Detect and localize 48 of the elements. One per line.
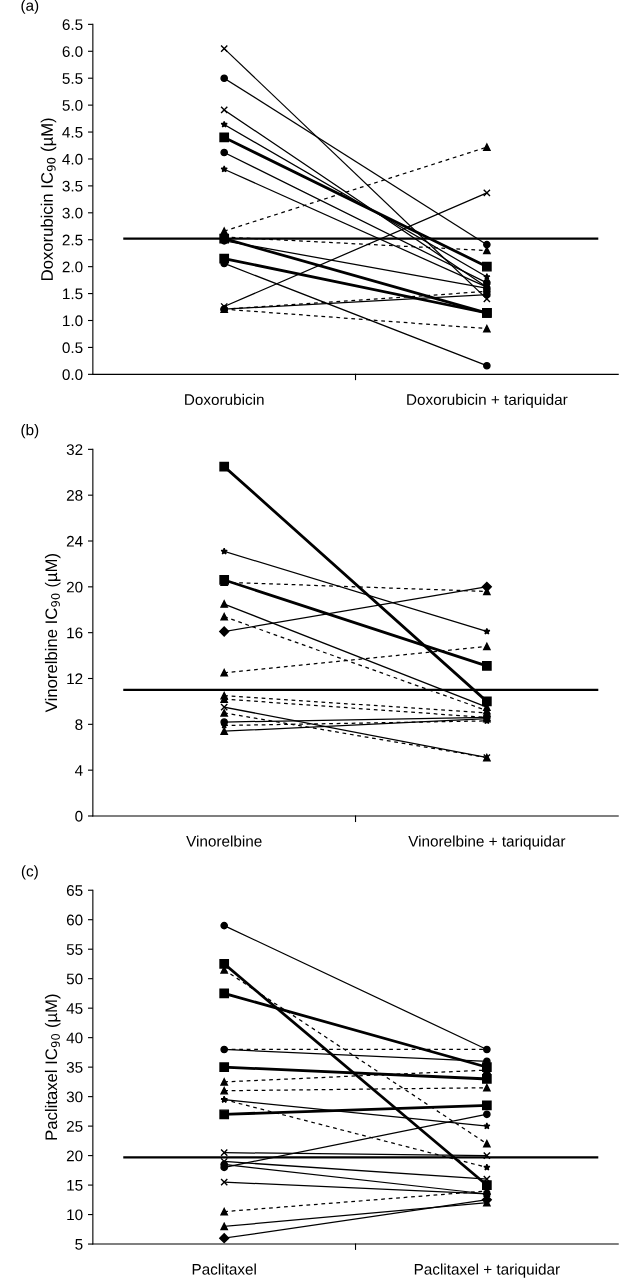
- y-tick-label: 4: [74, 765, 83, 776]
- y-axis-title: Doxorubicin IC$_{90}$ (µM): [40, 118, 57, 280]
- y-tick-label: 20: [66, 1150, 83, 1162]
- x-tick-label: Paclitaxel + tariquidar: [414, 1263, 560, 1278]
- y-tick-label: 30: [66, 1091, 83, 1103]
- x-tick-label: Doxorubicin: [185, 393, 264, 406]
- chart-title: (b): [21, 424, 39, 439]
- y-tick-label: 5.0: [62, 99, 83, 111]
- y-tick-label: 5.5: [62, 73, 83, 84]
- y-axis-title: Vinorelbine IC$_{90}$ (µM): [44, 554, 61, 713]
- y-tick-label: 2.5: [62, 234, 83, 246]
- y-tick-label: 35: [66, 1062, 83, 1073]
- y-tick-label: 0.5: [62, 342, 83, 354]
- y-tick-label: 32: [66, 444, 83, 456]
- y-tick-label: 4.5: [62, 127, 83, 138]
- y-tick-label: 6.5: [62, 19, 83, 31]
- y-tick-label: 4.0: [62, 153, 83, 165]
- y-tick-label: 25: [66, 1120, 83, 1132]
- y-tick-label: 20: [66, 581, 83, 593]
- x-tick-label: Doxorubicin + tariquidar: [407, 393, 568, 409]
- y-tick-label: 10: [67, 1209, 83, 1221]
- x-tick-label: Vinorelbine: [186, 835, 262, 847]
- y-tick-label: 12: [67, 673, 83, 685]
- y-axis-title: Paclitaxel IC$_{90}$ (µM): [44, 994, 61, 1140]
- y-tick-label: 1.5: [63, 288, 83, 300]
- y-tick-label: 28: [66, 490, 83, 501]
- y-tick-label: 60: [66, 914, 83, 926]
- y-tick-label: 0: [75, 810, 83, 822]
- y-tick-label: 6.0: [62, 46, 83, 57]
- y-tick-label: 16: [67, 627, 83, 639]
- y-tick-label: 45: [66, 1003, 83, 1014]
- x-tick-label: Vinorelbine + tariquidar: [408, 835, 566, 850]
- chart-title: (a): [21, 0, 39, 14]
- y-tick-label: 55: [66, 944, 83, 955]
- y-tick-label: 1.0: [63, 315, 83, 327]
- y-tick-label: 0.0: [62, 369, 83, 381]
- y-tick-label: 50: [66, 973, 83, 985]
- y-tick-label: 65: [66, 885, 83, 896]
- y-tick-label: 3.0: [62, 207, 83, 219]
- y-tick-label: 5: [75, 1239, 83, 1250]
- chart-title: (c): [21, 865, 38, 880]
- y-tick-label: 8: [75, 719, 83, 731]
- y-tick-label: 2.0: [62, 261, 83, 273]
- x-tick-label: Paclitaxel: [192, 1263, 256, 1275]
- y-tick-label: 24: [66, 535, 83, 547]
- y-tick-label: 3.5: [62, 180, 83, 192]
- y-tick-label: 40: [66, 1032, 83, 1044]
- y-tick-label: 15: [67, 1180, 83, 1191]
